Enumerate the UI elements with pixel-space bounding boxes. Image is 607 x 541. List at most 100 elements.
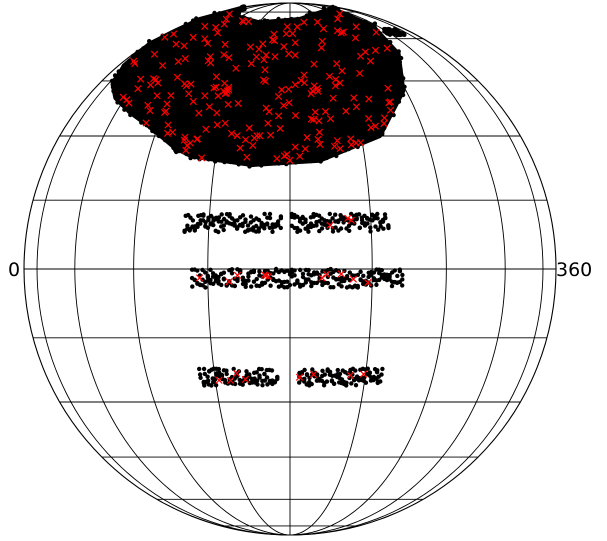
data-point <box>119 102 125 107</box>
data-point <box>245 223 251 228</box>
cross-marker <box>183 141 191 150</box>
cross-marker <box>195 109 203 117</box>
data-point <box>289 274 295 279</box>
cross-marker <box>311 108 319 116</box>
data-point <box>300 274 306 280</box>
data-point <box>192 155 197 160</box>
data-point <box>250 20 255 25</box>
cross-marker <box>123 95 131 104</box>
cross-marker <box>168 128 177 136</box>
data-point <box>223 380 228 385</box>
cross-marker <box>349 275 358 283</box>
tick-label-right: 360 <box>556 259 592 281</box>
cross-marker <box>163 100 171 108</box>
cross-marker <box>201 22 209 31</box>
cross-marker <box>187 80 195 88</box>
cross-marker <box>146 81 155 89</box>
data-point <box>248 220 253 225</box>
cross-marker <box>221 40 229 49</box>
cross-marker <box>225 53 233 62</box>
cross-marker <box>238 17 246 25</box>
data-point <box>304 13 309 18</box>
data-point <box>335 367 340 373</box>
data-point <box>293 160 298 165</box>
data-point <box>128 112 133 118</box>
cross-marker <box>131 59 139 68</box>
cross-marker <box>366 57 375 65</box>
data-point <box>344 226 349 231</box>
data-point <box>224 212 230 217</box>
data-point <box>254 283 259 288</box>
data-point <box>313 13 318 18</box>
data-point <box>244 161 250 166</box>
cross-marker <box>261 66 269 74</box>
cross-marker <box>351 34 360 42</box>
data-point <box>210 274 216 279</box>
data-point <box>254 276 259 282</box>
cross-marker <box>285 50 293 58</box>
data-point <box>401 76 406 81</box>
cross-marker <box>288 29 297 38</box>
cross-marker <box>256 132 264 140</box>
cross-marker <box>310 60 318 68</box>
data-point <box>303 280 308 285</box>
data-point <box>276 284 282 289</box>
cross-marker <box>180 42 188 50</box>
cross-marker <box>259 76 268 84</box>
data-point <box>289 211 294 217</box>
cross-marker <box>193 135 201 143</box>
data-point <box>219 271 224 276</box>
data-point <box>380 39 386 44</box>
data-point <box>196 213 201 218</box>
data-point <box>238 215 243 220</box>
cross-marker <box>189 97 197 106</box>
data-point <box>278 225 283 231</box>
data-point <box>268 159 273 164</box>
cross-marker <box>339 28 348 36</box>
data-point <box>374 267 379 272</box>
cross-marker <box>227 129 236 138</box>
data-point <box>320 269 325 274</box>
data-point <box>206 382 211 387</box>
data-point <box>213 228 218 233</box>
cross-marker <box>130 57 138 65</box>
data-point <box>382 212 388 217</box>
globe-outline <box>23 2 557 536</box>
data-point <box>183 213 188 218</box>
data-point <box>219 224 224 229</box>
data-point <box>378 224 383 229</box>
cross-marker <box>347 135 355 143</box>
data-point <box>276 161 281 166</box>
cross-marker <box>315 117 323 125</box>
data-point <box>258 19 263 24</box>
cross-marker <box>386 106 395 114</box>
data-point <box>264 375 270 380</box>
data-point <box>327 372 333 377</box>
cross-marker <box>317 44 326 52</box>
cross-marker <box>285 99 293 107</box>
data-point <box>320 373 325 379</box>
data-point <box>300 271 306 276</box>
data-point <box>265 382 270 387</box>
cross-marker <box>286 156 294 165</box>
data-point <box>257 273 262 278</box>
cross-marker <box>318 37 326 45</box>
data-point <box>265 215 270 220</box>
data-point <box>358 367 363 372</box>
data-point <box>275 219 281 224</box>
cross-marker <box>280 42 288 51</box>
data-point <box>210 376 215 381</box>
data-point <box>178 26 183 32</box>
data-point <box>303 267 308 273</box>
cross-marker <box>215 376 223 384</box>
data-point <box>210 271 216 276</box>
cross-marker <box>164 121 172 129</box>
data-point <box>189 275 195 281</box>
data-point <box>396 99 402 104</box>
cross-marker <box>233 131 241 140</box>
cross-marker <box>297 76 305 85</box>
cross-marker <box>213 109 221 117</box>
data-point <box>214 373 220 378</box>
data-point <box>328 285 333 290</box>
cross-marker <box>236 144 244 152</box>
